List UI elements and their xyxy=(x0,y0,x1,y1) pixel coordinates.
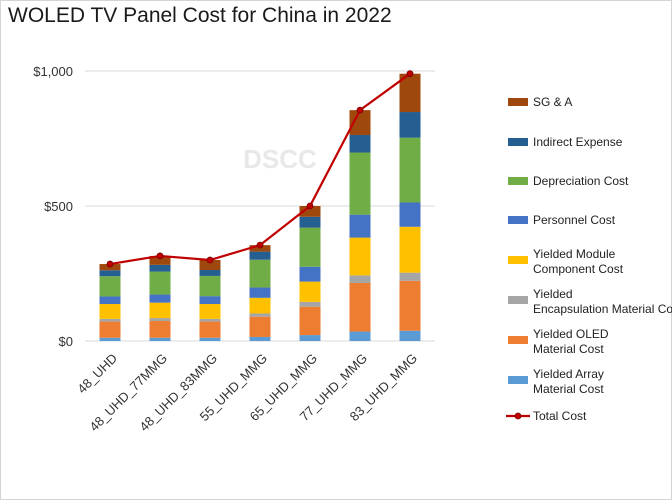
bar-segment xyxy=(199,337,221,341)
legend-label: Yielded OLED Material Cost xyxy=(533,327,609,356)
bar-segment xyxy=(299,301,321,307)
total-cost-point xyxy=(356,106,364,114)
bar-segment xyxy=(199,275,221,297)
bar-segment xyxy=(399,280,421,331)
bar-segment xyxy=(249,313,271,317)
total-cost-point xyxy=(406,70,414,78)
bar-segment xyxy=(149,255,171,265)
bar-segment xyxy=(99,270,121,277)
legend-swatch xyxy=(508,216,528,224)
bar-segment xyxy=(149,302,171,319)
bar-segment xyxy=(349,152,371,215)
bar-segment xyxy=(399,112,421,138)
bar-segment xyxy=(349,282,371,332)
legend-swatch xyxy=(508,256,528,264)
bar-segment xyxy=(399,73,421,113)
bar-segment xyxy=(399,330,421,341)
bar-segment xyxy=(399,226,421,273)
bar-segment xyxy=(249,287,271,298)
legend-label: Yielded Encapsulation Material Cost xyxy=(533,287,672,316)
bar-segment xyxy=(299,206,321,217)
bar-segment xyxy=(299,281,321,302)
total-cost-point xyxy=(106,260,114,268)
bar-segment xyxy=(399,202,421,227)
legend-marker xyxy=(514,412,522,420)
legend-label: Yielded Module Component Cost xyxy=(533,247,624,276)
bar-segment xyxy=(399,272,421,281)
bar-segment xyxy=(99,276,121,297)
total-cost-point xyxy=(206,256,214,264)
bar-segment xyxy=(149,321,171,338)
bar-segment xyxy=(199,321,221,338)
bar-segment xyxy=(199,304,221,319)
y-tick-label: $500 xyxy=(44,199,73,214)
bar-segment xyxy=(99,321,121,338)
bar-segment xyxy=(149,271,171,295)
bar-segment xyxy=(349,275,371,283)
bar-segment xyxy=(199,296,221,305)
bar-segment xyxy=(349,214,371,238)
bar-segment xyxy=(399,137,421,203)
total-cost-point xyxy=(306,202,314,210)
legend-label: Indirect Expense xyxy=(533,135,623,149)
bar-segment xyxy=(99,318,121,322)
watermark-text: DSCC xyxy=(243,144,317,174)
y-tick-label: $0 xyxy=(59,334,73,349)
bar-segment xyxy=(349,134,371,153)
bar-segment xyxy=(249,259,271,288)
total-cost-point xyxy=(256,241,264,249)
bar-segment xyxy=(349,110,371,135)
legend-label: Personnel Cost xyxy=(533,213,616,227)
bar-segment xyxy=(249,336,271,341)
bar-segment xyxy=(249,316,271,337)
bar-segment xyxy=(299,306,321,336)
bar-segment xyxy=(299,227,321,267)
bar-segment xyxy=(99,296,121,305)
bar-segment xyxy=(149,264,171,272)
x-tick-label: 48_UHD xyxy=(74,351,120,397)
legend-swatch xyxy=(508,177,528,185)
legend-label: SG & A xyxy=(533,95,572,109)
bar-segment xyxy=(149,294,171,303)
bar-segment xyxy=(249,251,271,260)
bar-segment xyxy=(299,216,321,228)
bar-segment xyxy=(199,269,221,276)
bar-segment xyxy=(99,304,121,319)
legend-label: Total Cost xyxy=(533,409,587,423)
bar-segment xyxy=(99,337,121,341)
y-tick-label: $1,000 xyxy=(33,64,73,79)
bar-segment xyxy=(349,237,371,276)
bar-segment xyxy=(249,297,271,314)
bar-segment xyxy=(299,335,321,341)
bar-segment xyxy=(149,318,171,322)
bar-segment xyxy=(349,331,371,341)
bar-segment xyxy=(149,337,171,341)
total-cost-point xyxy=(156,252,164,260)
chart-title: WOLED TV Panel Cost for China in 2022 xyxy=(8,4,392,27)
legend-label: Yielded Array Material Cost xyxy=(533,367,604,396)
bar-segment xyxy=(299,266,321,282)
legend-swatch xyxy=(508,376,528,384)
legend-swatch xyxy=(508,98,528,106)
bar-segment xyxy=(199,260,221,270)
legend-swatch xyxy=(508,336,528,344)
legend-swatch xyxy=(508,296,528,304)
legend-label: Depreciation Cost xyxy=(533,174,629,188)
bar-segment xyxy=(199,318,221,322)
legend-swatch xyxy=(508,138,528,146)
